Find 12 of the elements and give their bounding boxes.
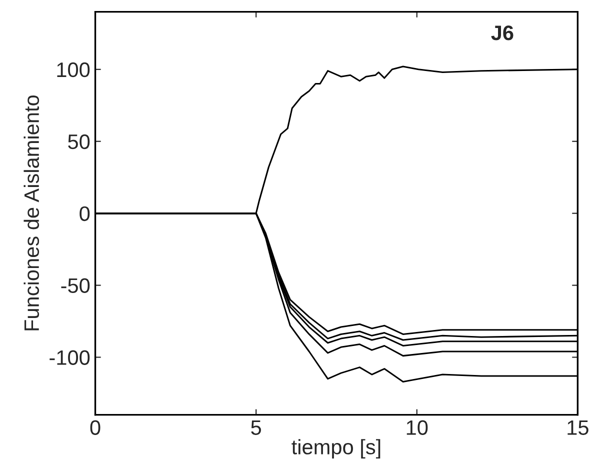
y-tick-label: -100 <box>50 350 90 366</box>
y-tick-label: 50 <box>68 134 90 150</box>
y-tick-label: 100 <box>57 62 90 78</box>
x-tick-label: 0 <box>90 420 100 435</box>
y-tick-label: -50 <box>61 278 90 294</box>
x-tick-label: 10 <box>406 420 428 435</box>
annotation: J6 <box>491 25 514 40</box>
y-tick-label: 0 <box>80 206 90 222</box>
x-tick-label: 5 <box>251 420 261 435</box>
y-axis-title: Funciones de Aislamiento <box>24 95 40 330</box>
x-axis-title: tiempo [s] <box>292 439 380 459</box>
x-tick-label: 15 <box>568 420 588 435</box>
